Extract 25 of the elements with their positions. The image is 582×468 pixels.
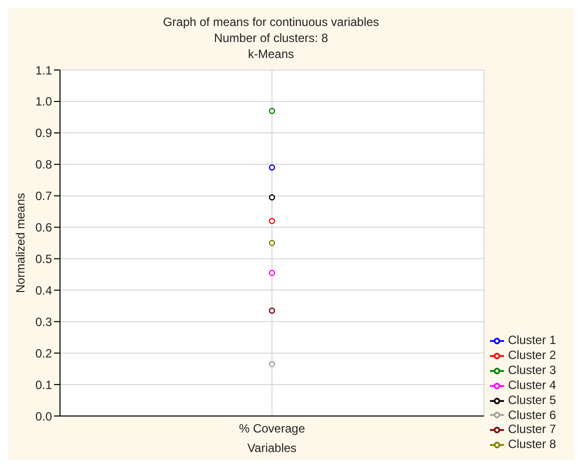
y-tick-label: 0.9	[35, 126, 52, 140]
y-tick-label: 0.3	[35, 314, 52, 329]
legend-label: Cluster 1	[508, 333, 556, 348]
y-tick-label: 1.0	[35, 94, 52, 109]
legend-label: Cluster 6	[508, 408, 556, 422]
legend-label: Cluster 4	[508, 378, 556, 392]
y-tick-label: 0.7	[35, 189, 52, 204]
y-tick-label: 1.1	[35, 63, 52, 78]
y-axis-title: Normalized means	[13, 192, 28, 294]
x-tick-label: % Coverage	[238, 422, 306, 436]
legend-label: Cluster 8	[508, 437, 556, 452]
x-axis-title: Variables	[247, 441, 297, 455]
chart-subtitle: Number of clusters: 8 k-Means	[212, 30, 330, 62]
y-tick-label: 0.8	[35, 158, 52, 172]
legend-label: Cluster 3	[508, 363, 556, 378]
legend-label: Cluster 5	[508, 392, 556, 407]
y-tick-label: 0.4	[35, 283, 52, 298]
y-tick-label: 0.5	[35, 252, 52, 266]
legend-label: Cluster 7	[508, 422, 556, 436]
y-tick-label: 0.1	[35, 378, 52, 392]
legend-label: Cluster 2	[508, 348, 556, 362]
y-tick-label: 0.0	[35, 409, 52, 424]
y-tick-label: 0.6	[35, 220, 52, 235]
y-tick-label: 0.2	[35, 346, 52, 360]
chart-title: Graph of means for continuous variables	[162, 14, 380, 30]
